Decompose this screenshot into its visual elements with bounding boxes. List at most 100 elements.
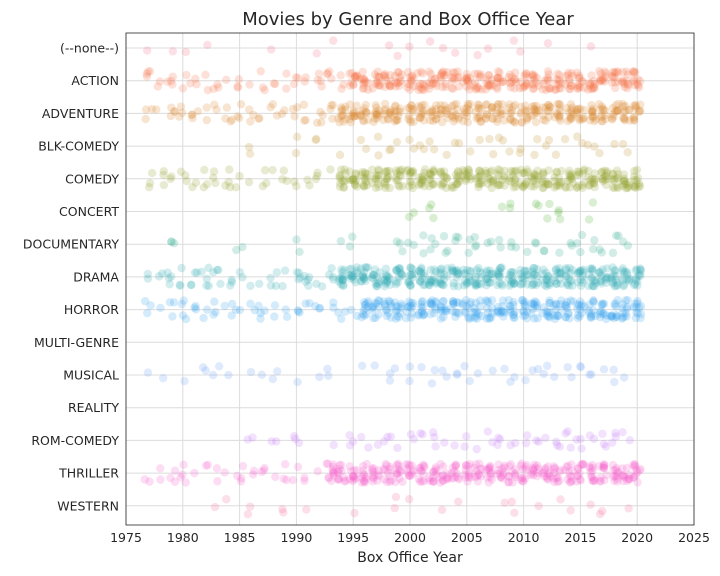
y-tick-label: MULTI-GENRE <box>34 335 119 350</box>
data-point <box>178 311 188 320</box>
data-point <box>428 473 438 483</box>
data-point <box>476 301 485 311</box>
data-point <box>576 460 586 470</box>
data-point <box>420 165 430 174</box>
data-point <box>390 117 400 126</box>
data-point <box>312 171 322 181</box>
data-point <box>620 174 629 184</box>
data-point <box>425 108 435 117</box>
data-point <box>334 308 343 317</box>
data-point <box>454 269 463 278</box>
data-point <box>634 179 644 188</box>
data-point <box>395 182 404 191</box>
data-point <box>510 508 519 518</box>
data-point <box>636 302 646 311</box>
data-point <box>415 277 425 287</box>
data-point <box>449 100 459 109</box>
data-point <box>436 302 446 311</box>
data-point <box>323 459 333 468</box>
data-point <box>382 311 392 321</box>
data-point <box>624 475 634 484</box>
data-point <box>439 232 449 241</box>
data-point <box>608 277 618 287</box>
data-point <box>424 84 434 93</box>
data-point <box>395 264 405 273</box>
data-point <box>349 111 358 121</box>
data-point <box>496 243 505 252</box>
data-point <box>555 113 564 123</box>
data-point <box>505 462 514 471</box>
data-point <box>386 144 396 154</box>
data-point <box>486 472 495 482</box>
data-point <box>404 460 413 469</box>
data-point <box>485 134 494 144</box>
data-point <box>439 297 448 306</box>
data-point <box>175 280 184 290</box>
data-point <box>544 312 554 321</box>
data-point <box>552 168 561 177</box>
y-tick-label: REALITY <box>68 400 119 415</box>
data-point <box>386 302 396 311</box>
data-point <box>187 280 196 290</box>
data-point <box>350 177 359 186</box>
data-point <box>598 167 607 176</box>
data-point <box>357 313 366 322</box>
data-point <box>436 303 446 312</box>
data-point <box>579 113 589 122</box>
data-point <box>544 180 553 189</box>
data-point <box>359 306 368 315</box>
data-point <box>168 80 177 89</box>
data-point <box>464 166 474 175</box>
data-point <box>485 466 494 475</box>
data-point <box>481 274 491 284</box>
data-point <box>348 437 358 446</box>
data-point <box>360 298 369 307</box>
data-point <box>266 281 276 290</box>
data-point <box>417 307 427 316</box>
data-point <box>465 73 474 83</box>
data-point <box>364 443 373 452</box>
data-point <box>427 379 437 388</box>
data-point <box>495 435 505 444</box>
data-point <box>529 110 539 120</box>
data-point <box>600 106 610 115</box>
data-point <box>507 238 516 247</box>
data-point <box>521 438 531 448</box>
data-point <box>303 275 313 285</box>
data-point <box>178 108 187 118</box>
data-point <box>426 298 435 307</box>
data-point <box>495 263 505 273</box>
data-point <box>279 508 288 517</box>
data-point <box>451 460 461 469</box>
data-point <box>454 114 463 124</box>
data-point <box>572 477 581 486</box>
data-point <box>338 272 347 281</box>
data-point <box>211 307 220 317</box>
data-point <box>487 103 497 113</box>
data-point <box>202 180 212 189</box>
data-point <box>573 304 582 314</box>
data-point <box>496 309 505 318</box>
data-point <box>539 169 548 178</box>
data-point <box>516 110 525 119</box>
data-point <box>632 165 642 174</box>
data-point <box>516 108 526 117</box>
data-point <box>361 472 371 482</box>
data-point <box>408 301 417 310</box>
data-point <box>565 183 575 192</box>
data-point <box>449 281 458 291</box>
data-point <box>447 181 457 190</box>
data-point <box>568 110 578 119</box>
data-point <box>382 174 392 184</box>
data-point <box>361 144 371 154</box>
data-point <box>425 476 434 485</box>
data-point <box>407 303 416 312</box>
data-point <box>282 475 291 485</box>
data-point <box>623 70 633 79</box>
data-point <box>568 281 577 290</box>
data-point <box>544 470 553 479</box>
data-point <box>505 305 515 314</box>
data-point <box>518 296 527 305</box>
data-point <box>543 100 553 110</box>
data-point <box>382 477 392 487</box>
